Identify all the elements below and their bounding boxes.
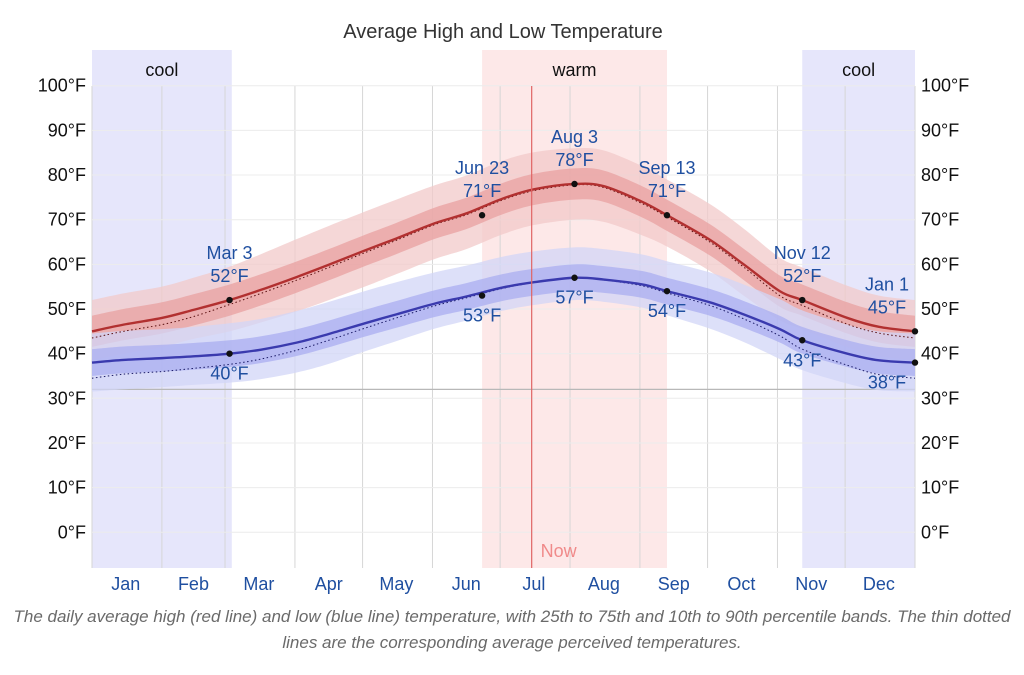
chart-title: Average High and Low Temperature [343,21,662,43]
annotation-date: Jan 1 [865,274,909,294]
annotation-point [226,350,233,357]
annotation-date: Mar 3 [207,243,253,263]
x-tick-label: Dec [863,574,895,594]
annotation-point [663,287,671,295]
annotation-point [226,296,233,304]
x-tick-label: Jan [111,574,140,594]
y-tick-label-left: 60°F [48,254,86,274]
annotation-value: 78°F [555,150,593,170]
annotation-point [911,328,919,335]
annotation-point [663,212,671,219]
season-label: warm [552,60,597,80]
y-tick-label-left: 50°F [48,299,86,319]
chart-caption: The daily average high (red line) and lo… [13,607,1011,652]
y-tick-label-right: 60°F [921,254,959,274]
x-tick-label: May [379,574,413,594]
annotation-date: Aug 3 [551,127,598,147]
y-tick-label-right: 100°F [921,76,969,96]
annotation-value: 52°F [783,266,821,286]
y-tick-label-left: 20°F [48,433,86,453]
y-tick-label-right: 70°F [921,210,959,230]
y-tick-label-right: 50°F [921,299,959,319]
y-tick-label-right: 90°F [921,120,959,140]
y-tick-label-right: 30°F [921,388,959,408]
annotation-value: 71°F [463,181,501,201]
x-tick-label: Apr [315,574,343,594]
annotation-point [571,274,578,281]
annotation-date: Jun 23 [455,158,509,178]
now-marker: Now [531,86,578,568]
y-tick-label-left: 70°F [48,210,86,230]
annotation-value: 43°F [783,350,821,370]
annotation-points [226,180,919,366]
annotation-point [478,292,486,299]
y-tick-label-right: 80°F [921,165,959,185]
annotation-value: 52°F [210,266,248,286]
annotation-date: Sep 13 [638,158,695,178]
x-tick-label: Mar [243,574,274,594]
annotation-date: Nov 12 [774,243,831,263]
annotation-value: 40°F [210,364,248,384]
annotation-value: 57°F [555,288,593,308]
annotation-value: 54°F [648,301,686,321]
temperature-chart: cool warm cool Now Mar 3 52°F Jun 23 71°F Aug … [38,21,969,594]
y-tick-label-right: 20°F [921,433,959,453]
now-label: Now [541,541,578,561]
season-label: cool [145,60,178,80]
high-band-10-90 [92,148,915,361]
y-tick-label-left: 30°F [48,388,86,408]
percentile-bands [92,148,915,392]
y-tick-label-left: 40°F [48,344,86,364]
annotation-value: 71°F [648,181,686,201]
y-tick-label-left: 100°F [38,76,86,96]
y-tick-label-left: 90°F [48,120,86,140]
axes: 0°F 0°F 10°F 10°F 20°F 20°F 30°F 30°F 40°F 40°F 50… [38,76,969,594]
y-tick-label-left: 10°F [48,478,86,498]
annotation-point [799,296,806,304]
annotation-labels: Mar 3 52°F Jun 23 71°F Aug 3 78°F Sep 13 71°F No… [207,127,909,393]
x-tick-label: Jul [522,574,545,594]
annotation-value: 53°F [463,306,501,326]
x-tick-label: Sep [658,574,690,594]
annotation-point [571,180,578,188]
y-tick-label-right: 0°F [921,522,949,542]
annotation-value: 45°F [868,297,906,317]
x-tick-label: Jun [452,574,481,594]
annotation-value: 38°F [868,373,906,393]
y-tick-label-right: 10°F [921,478,959,498]
y-tick-label-left: 80°F [48,165,86,185]
high-feels-like-line [91,184,916,339]
x-tick-label: Aug [588,574,620,594]
x-tick-label: Oct [727,574,755,594]
season-label: cool [842,60,875,80]
annotation-point [478,212,486,219]
y-tick-label-right: 40°F [921,344,959,364]
low-band-25-75 [92,264,915,376]
annotation-point [799,337,806,344]
annotation-point [911,359,919,366]
x-tick-label: Nov [795,574,827,594]
x-tick-label: Feb [178,574,209,594]
y-tick-label-left: 0°F [58,522,86,542]
